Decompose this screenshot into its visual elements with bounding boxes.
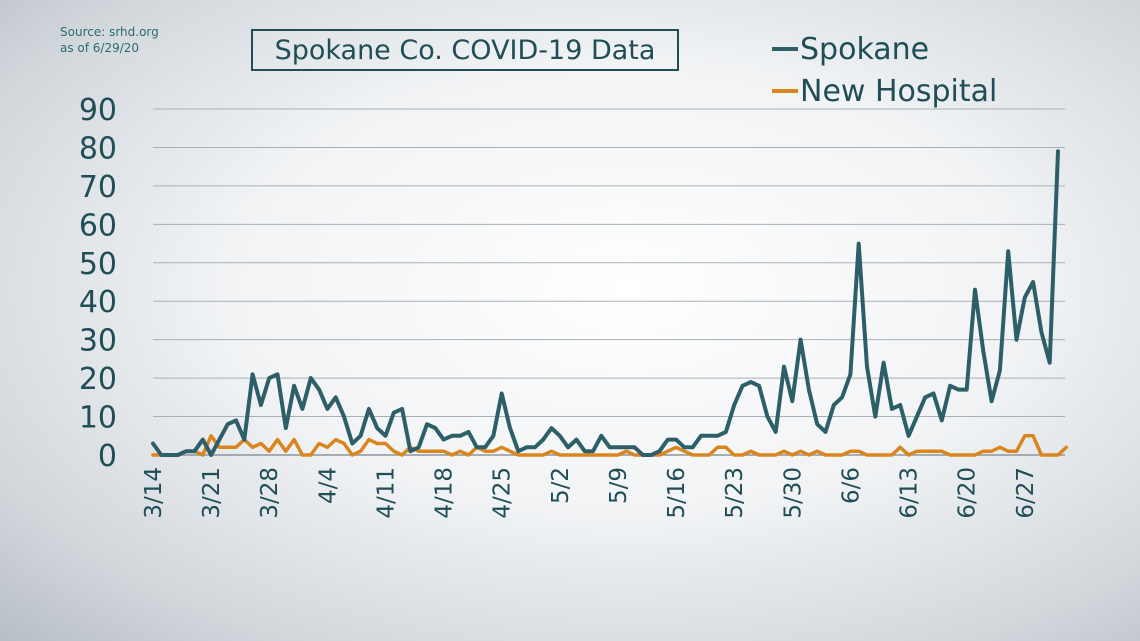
x-tick-label: 4/11 xyxy=(374,467,400,519)
y-tick-label: 70 xyxy=(79,170,117,205)
x-tick-label: 3/14 xyxy=(141,467,167,519)
source-note: Source: srhd.org as of 6/29/20 xyxy=(60,24,159,56)
legend-label-spokane: Spokane xyxy=(800,31,930,67)
source-line-1: Source: srhd.org xyxy=(60,25,159,39)
x-tick-label: 4/4 xyxy=(315,467,341,504)
x-tick-label: 6/27 xyxy=(1013,467,1039,519)
source-date-line: as of 6/29/20 xyxy=(60,41,140,55)
legend-swatch-new-hospital xyxy=(772,89,798,93)
y-tick-label: 10 xyxy=(79,401,117,436)
x-tick-label: 5/9 xyxy=(606,467,632,504)
legend-item-spokane: Spokane xyxy=(772,28,997,70)
x-axis-ticks: 3/14 3/21 3/28 4/4 4/11 4/18 4/25 5/2 5/9 5/16 5/2… xyxy=(141,467,1039,519)
x-tick-label: 4/25 xyxy=(490,467,516,519)
chart-legend: Spokane New Hospital xyxy=(772,28,997,112)
x-tick-label: 6/20 xyxy=(955,467,981,519)
series-lines xyxy=(151,149,1069,457)
legend-swatch-spokane xyxy=(772,47,798,51)
y-tick-label: 30 xyxy=(79,324,117,359)
x-tick-label: 5/30 xyxy=(780,467,806,519)
y-tick-label: 60 xyxy=(79,208,117,243)
x-tick-label: 5/2 xyxy=(548,467,574,504)
legend-item-new-hospital: New Hospital xyxy=(772,70,997,112)
x-tick-label: 6/13 xyxy=(897,467,923,519)
y-tick-label: 20 xyxy=(79,362,117,397)
x-tick-label: 6/6 xyxy=(838,467,864,504)
legend-label-new-hospital: New Hospital xyxy=(800,73,998,109)
y-tick-label: 40 xyxy=(79,285,117,320)
x-tick-label: 3/21 xyxy=(199,467,225,519)
x-tick-label: 5/23 xyxy=(722,467,748,519)
y-tick-label: 90 xyxy=(79,93,117,128)
series-line-spokane xyxy=(151,149,1060,457)
y-tick-label: 80 xyxy=(79,131,117,166)
chart-title: Spokane Co. COVID-19 Data xyxy=(251,29,679,71)
x-tick-label: 3/28 xyxy=(257,467,283,519)
series-line-new-hospital xyxy=(151,434,1069,457)
x-tick-label: 5/16 xyxy=(664,467,690,519)
y-tick-label: 0 xyxy=(98,439,117,474)
x-tick-label: 4/18 xyxy=(432,467,458,519)
y-tick-label: 50 xyxy=(79,247,117,282)
